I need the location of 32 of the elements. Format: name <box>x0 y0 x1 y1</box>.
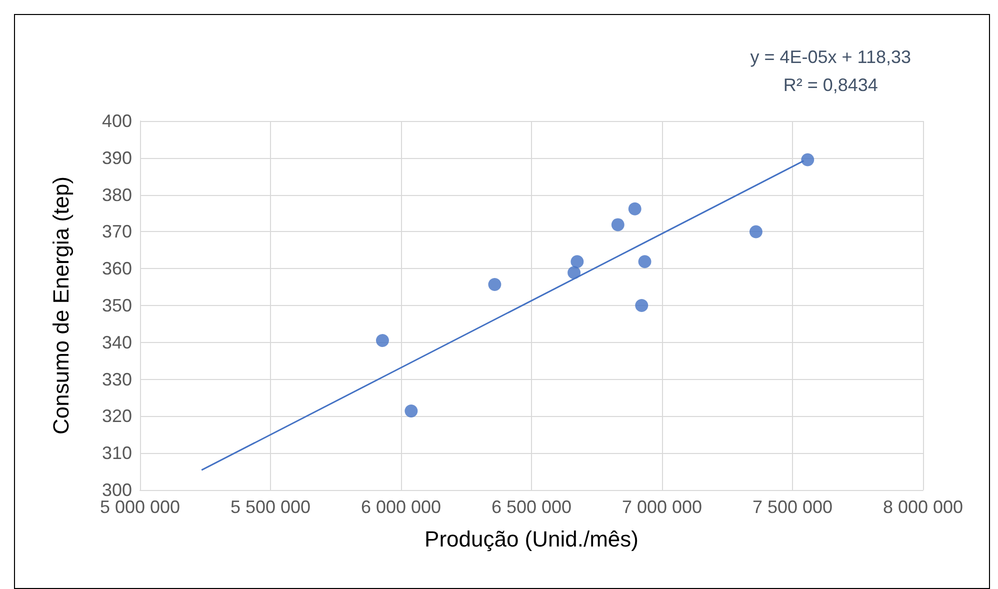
point <box>404 404 418 418</box>
point <box>611 218 624 232</box>
y-tick-label: 380 <box>102 184 132 205</box>
x-tick-label: 8 000 000 <box>882 497 964 517</box>
y-tick-label: 350 <box>102 296 132 316</box>
y-tick-label: 340 <box>102 332 132 352</box>
point <box>638 255 652 268</box>
x-tick-label: 7 500 000 <box>752 497 833 517</box>
y-tick-label: 360 <box>102 258 132 279</box>
x-tick-label: 7 000 000 <box>622 497 702 517</box>
x-tick-label: 6 500 000 <box>491 497 572 517</box>
y-tick-label: 310 <box>102 443 132 464</box>
y-tick-label: 330 <box>102 369 132 390</box>
point <box>749 225 762 238</box>
y-tick-label: 300 <box>102 480 132 500</box>
y-tick-label: 400 <box>102 111 132 131</box>
x-tick-label: 6 000 000 <box>360 497 442 517</box>
point <box>376 334 389 348</box>
x-axis-title: Produção (Unid./mês) <box>424 526 638 552</box>
point <box>570 255 584 268</box>
x-tick-label: 5 000 000 <box>100 497 180 517</box>
point <box>488 278 502 291</box>
y-tick-label: 390 <box>102 148 132 168</box>
y-axis-title: Consumo de Energia (tep) <box>48 176 74 435</box>
point <box>628 202 642 216</box>
point <box>635 299 648 312</box>
y-tick-label: 320 <box>102 406 132 426</box>
x-tick-label: 5 500 000 <box>230 497 311 517</box>
y-tick-label: 370 <box>102 222 132 242</box>
text: y = 4E-05x + 118,33 <box>750 46 911 69</box>
point <box>801 153 814 166</box>
text: R² = 0,8434 <box>782 74 879 97</box>
